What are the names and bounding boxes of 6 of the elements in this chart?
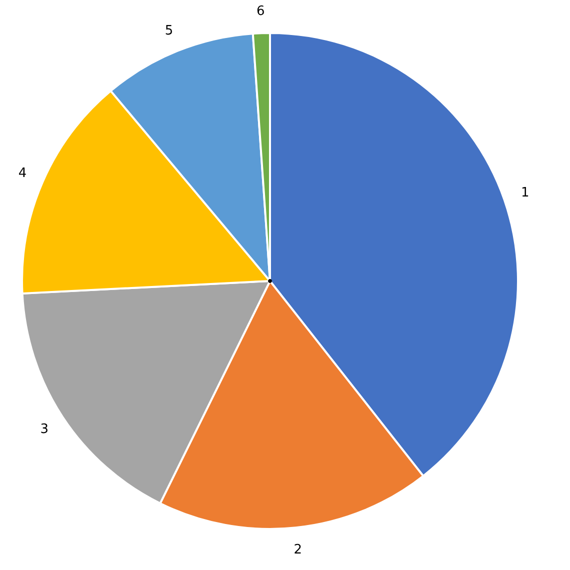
slice-label: 6 [256, 4, 265, 20]
slice-label: 2 [294, 542, 302, 558]
slice-label: 3 [40, 422, 48, 438]
slice-label: 5 [164, 24, 174, 39]
slice-label: 1 [521, 186, 530, 201]
slice-label: 4 [18, 166, 27, 181]
